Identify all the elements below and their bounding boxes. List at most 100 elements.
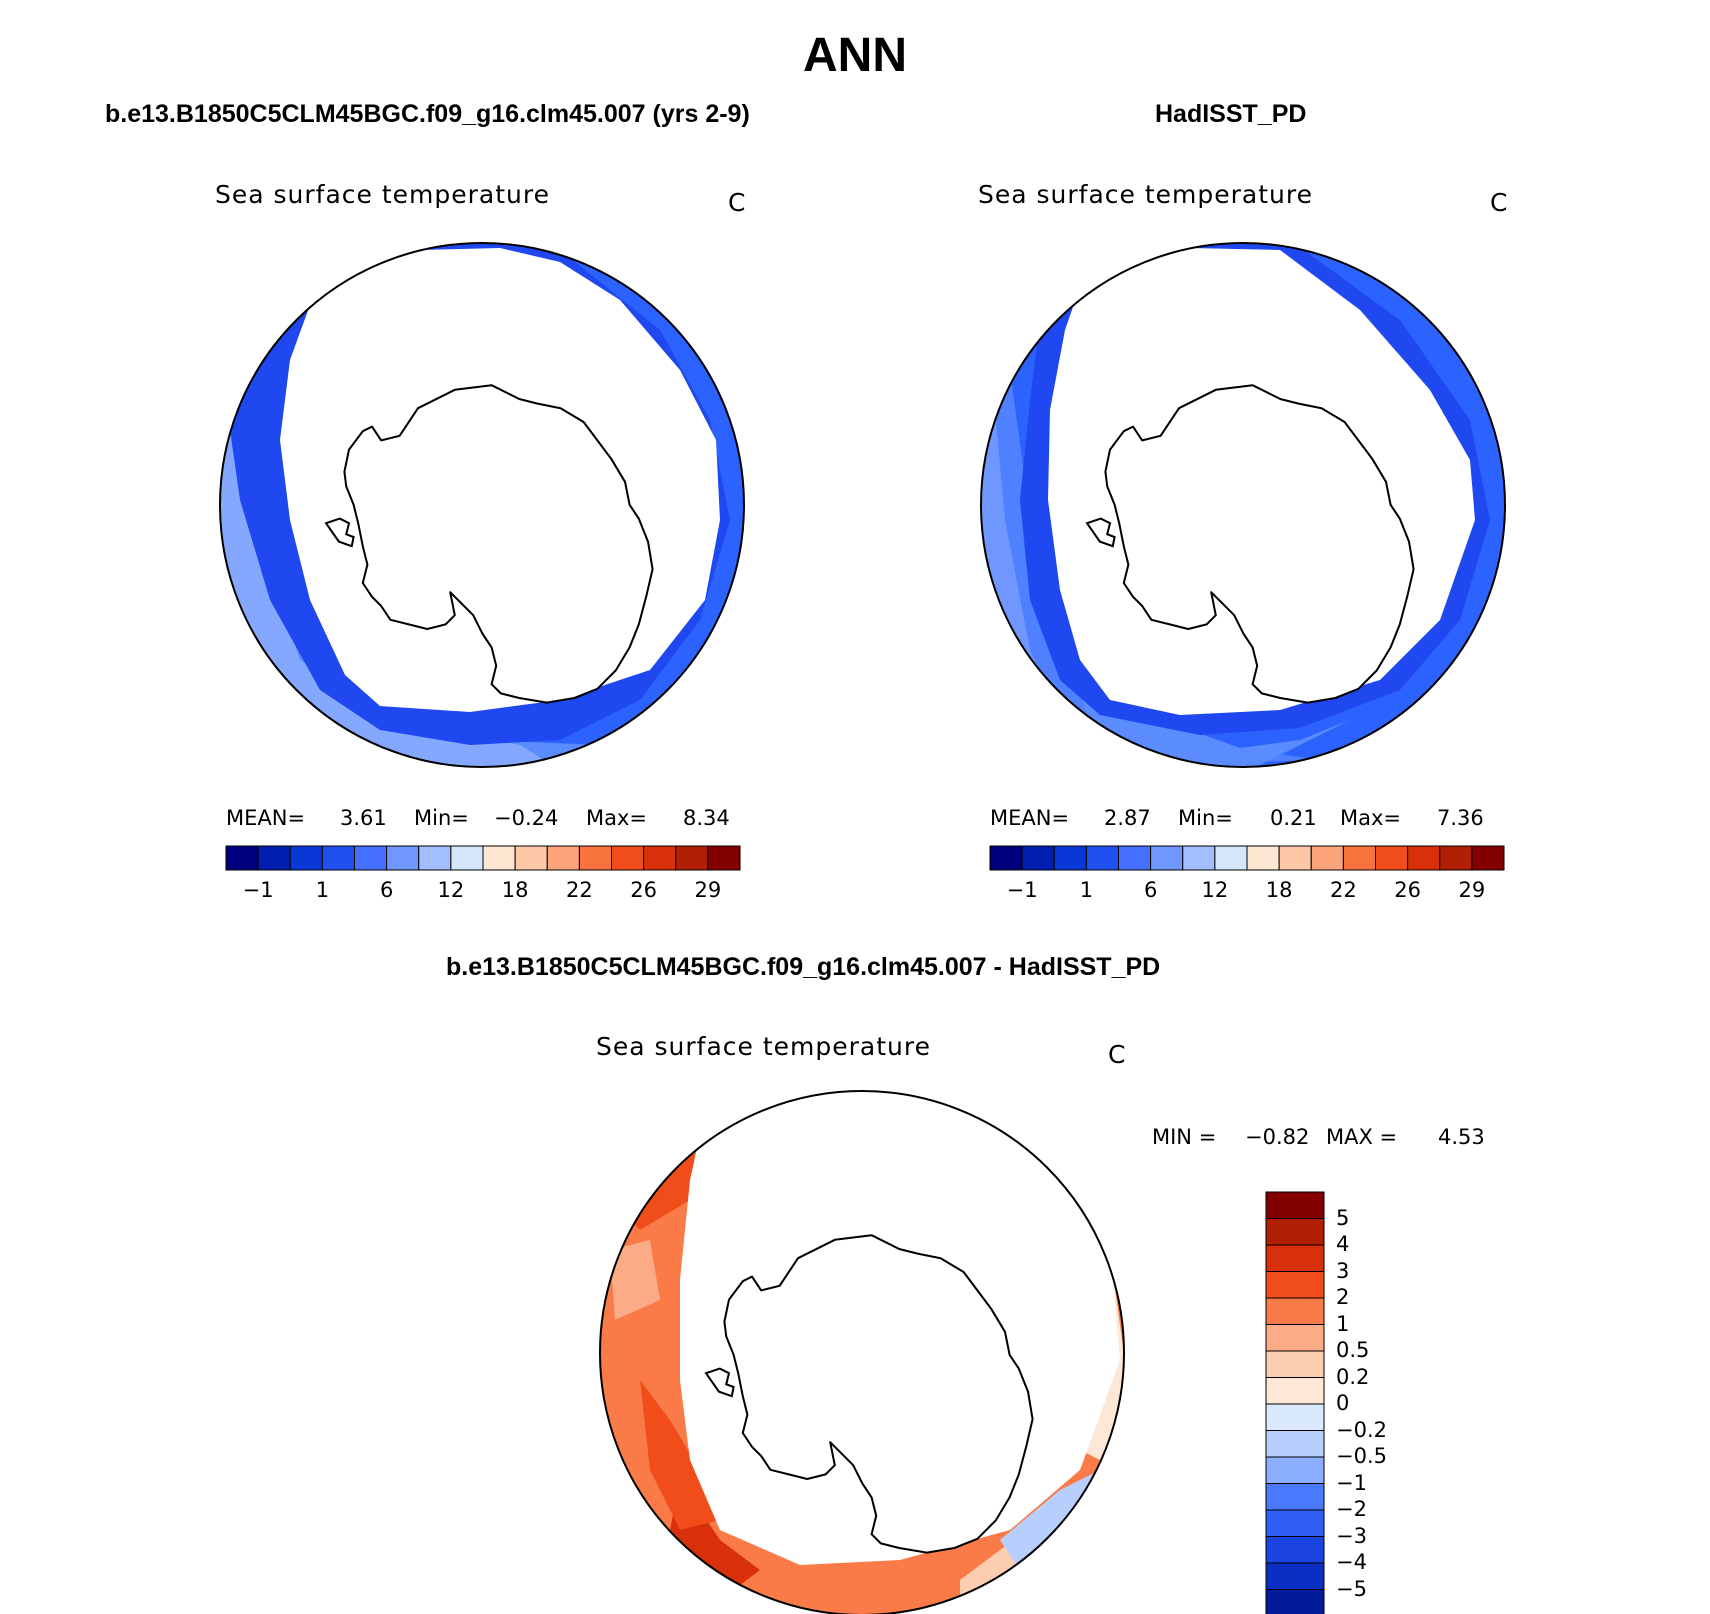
panel1-colorbar-swatch-13 xyxy=(643,845,677,871)
panel2-mean-label: MEAN= xyxy=(990,806,1070,830)
panel1-variable-label: Sea surface temperature xyxy=(215,180,550,209)
diff-colorbar-swatch-3 xyxy=(1265,1271,1325,1299)
panel2-max-label: Max= xyxy=(1340,806,1402,830)
panel2-colorbar-swatch-9 xyxy=(1278,845,1312,871)
panel1-max-value: 8.34 xyxy=(683,806,730,830)
panel1-colorbar xyxy=(225,845,741,871)
panel3-min-value: −0.82 xyxy=(1245,1125,1310,1149)
panel2-colorbar-swatch-2 xyxy=(1053,845,1087,871)
panel2-colorbar-swatch-12 xyxy=(1375,845,1409,871)
panel1-min-value: −0.24 xyxy=(494,806,559,830)
panel2-colorbar xyxy=(989,845,1505,871)
panel3-max-value: 4.53 xyxy=(1438,1125,1485,1149)
panel2-colorbar-tick-label: 22 xyxy=(1330,878,1357,902)
diff-colorbar-swatch-13 xyxy=(1265,1536,1325,1564)
diff-colorbar-tick-label: 1 xyxy=(1336,1311,1350,1336)
panel2-colorbar-swatch-1 xyxy=(1021,845,1055,871)
panel2-polar-map xyxy=(980,242,1506,768)
panel1-mean-label: MEAN= xyxy=(226,806,306,830)
panel2-colorbar-tick-label: 12 xyxy=(1201,878,1229,902)
panel2-colorbar-swatch-15 xyxy=(1471,845,1505,871)
diff-colorbar-tick-label: 0.2 xyxy=(1336,1364,1370,1389)
panel2-case-title: HadISST_PD xyxy=(1155,100,1307,128)
panel2-colorbar-swatch-6 xyxy=(1182,845,1216,871)
panel2-colorbar-swatch-3 xyxy=(1085,845,1119,871)
panel1-colorbar-swatch-6 xyxy=(418,845,452,871)
panel1-colorbar-swatch-1 xyxy=(257,845,291,871)
panel2-mean-value: 2.87 xyxy=(1104,806,1151,830)
diff-colorbar-tick-label: 3 xyxy=(1336,1258,1350,1283)
diff-colorbar-tick-label: −0.2 xyxy=(1336,1417,1387,1442)
panel2-colorbar-swatch-14 xyxy=(1439,845,1473,871)
diff-colorbar-swatch-7 xyxy=(1265,1377,1325,1405)
panel2-colorbar-swatch-13 xyxy=(1407,845,1441,871)
panel3-unit-label: C xyxy=(1108,1040,1126,1069)
panel2-variable-label: Sea surface temperature xyxy=(978,180,1313,209)
diff-colorbar-swatch-4 xyxy=(1265,1297,1325,1325)
panel3-min-label: MIN = xyxy=(1152,1125,1217,1149)
panel3-polar-map xyxy=(599,1090,1125,1614)
panel2-colorbar-swatch-7 xyxy=(1214,845,1248,871)
panel3-case-title: b.e13.B1850C5CLM45BGC.f09_g16.clm45.007 … xyxy=(446,953,1161,981)
panel1-colorbar-tick-label: 12 xyxy=(437,878,465,902)
panel2-colorbar-swatch-10 xyxy=(1310,845,1344,871)
diff-colorbar-swatch-6 xyxy=(1265,1350,1325,1378)
panel2-colorbar-tick-label: 1 xyxy=(1079,878,1094,902)
diff-colorbar-swatch-14 xyxy=(1265,1562,1325,1590)
panel1-colorbar-tick-label: 6 xyxy=(379,878,394,902)
diff-colorbar-swatch-5 xyxy=(1265,1324,1325,1352)
diff-colorbar-tick-label: 5 xyxy=(1336,1205,1350,1230)
panel2-colorbar-tick-label: 29 xyxy=(1458,878,1486,902)
diff-colorbar-swatch-0 xyxy=(1265,1191,1325,1219)
panel3-variable-label: Sea surface temperature xyxy=(596,1032,931,1061)
diff-colorbar-tick-label: −4 xyxy=(1336,1550,1367,1574)
diff-colorbar-swatch-2 xyxy=(1265,1244,1325,1272)
diff-colorbar-tick-label: −5 xyxy=(1336,1576,1367,1601)
panel1-max-label: Max= xyxy=(586,806,648,830)
diff-colorbar xyxy=(1265,1191,1325,1614)
diff-colorbar-swatch-1 xyxy=(1265,1218,1325,1246)
panel1-colorbar-swatch-11 xyxy=(578,845,612,871)
panel2-colorbar-tick-label: 18 xyxy=(1265,878,1293,902)
panel2-colorbar-swatch-8 xyxy=(1246,845,1280,871)
panel1-colorbar-swatch-15 xyxy=(707,845,741,871)
panel2-colorbar-tick-label: 26 xyxy=(1394,878,1421,902)
panel1-colorbar-swatch-2 xyxy=(289,845,323,871)
panel1-colorbar-swatch-8 xyxy=(482,845,516,871)
panel1-mean-value: 3.61 xyxy=(340,806,387,830)
panel1-colorbar-tick-label: 18 xyxy=(501,878,529,902)
panel2-min-label: Min= xyxy=(1178,806,1233,830)
diff-colorbar-tick-label: 0 xyxy=(1336,1391,1350,1415)
panel1-case-title: b.e13.B1850C5CLM45BGC.f09_g16.clm45.007 … xyxy=(105,100,750,128)
diff-colorbar-tick-label: 2 xyxy=(1336,1285,1350,1309)
panel1-colorbar-swatch-4 xyxy=(354,845,388,871)
panel1-colorbar-swatch-12 xyxy=(611,845,645,871)
panel2-unit-label: C xyxy=(1490,188,1508,217)
panel1-colorbar-swatch-5 xyxy=(386,845,420,871)
diff-colorbar-swatch-11 xyxy=(1265,1483,1325,1511)
panel1-colorbar-swatch-14 xyxy=(675,845,709,871)
panel2-max-value: 7.36 xyxy=(1437,806,1484,830)
panel1-colorbar-swatch-0 xyxy=(225,845,259,871)
diff-colorbar-swatch-9 xyxy=(1265,1430,1325,1458)
diff-colorbar-tick-label: −2 xyxy=(1336,1497,1367,1521)
panel1-min-label: Min= xyxy=(414,806,469,830)
diff-colorbar-swatch-15 xyxy=(1265,1589,1325,1614)
panel1-unit-label: C xyxy=(728,188,746,217)
panel1-colorbar-swatch-7 xyxy=(450,845,484,871)
diff-colorbar-swatch-8 xyxy=(1265,1403,1325,1431)
panel1-colorbar-tick-label: 29 xyxy=(694,878,722,902)
panel2-colorbar-swatch-0 xyxy=(989,845,1023,871)
panel1-colorbar-tick-label: 1 xyxy=(315,878,330,902)
diff-colorbar-swatch-12 xyxy=(1265,1509,1325,1537)
panel2-colorbar-tick-label: −1 xyxy=(1006,878,1038,902)
panel2-colorbar-tick-label: 6 xyxy=(1143,878,1158,902)
panel3-max-label: MAX = xyxy=(1326,1125,1398,1149)
diff-colorbar-tick-label: −0.5 xyxy=(1336,1444,1387,1468)
panel1-colorbar-tick-label: 22 xyxy=(566,878,593,902)
diff-colorbar-tick-label: 4 xyxy=(1336,1232,1350,1256)
panel2-colorbar-swatch-5 xyxy=(1150,845,1184,871)
diff-colorbar-swatch-10 xyxy=(1265,1456,1325,1484)
panel2-colorbar-swatch-11 xyxy=(1342,845,1376,871)
